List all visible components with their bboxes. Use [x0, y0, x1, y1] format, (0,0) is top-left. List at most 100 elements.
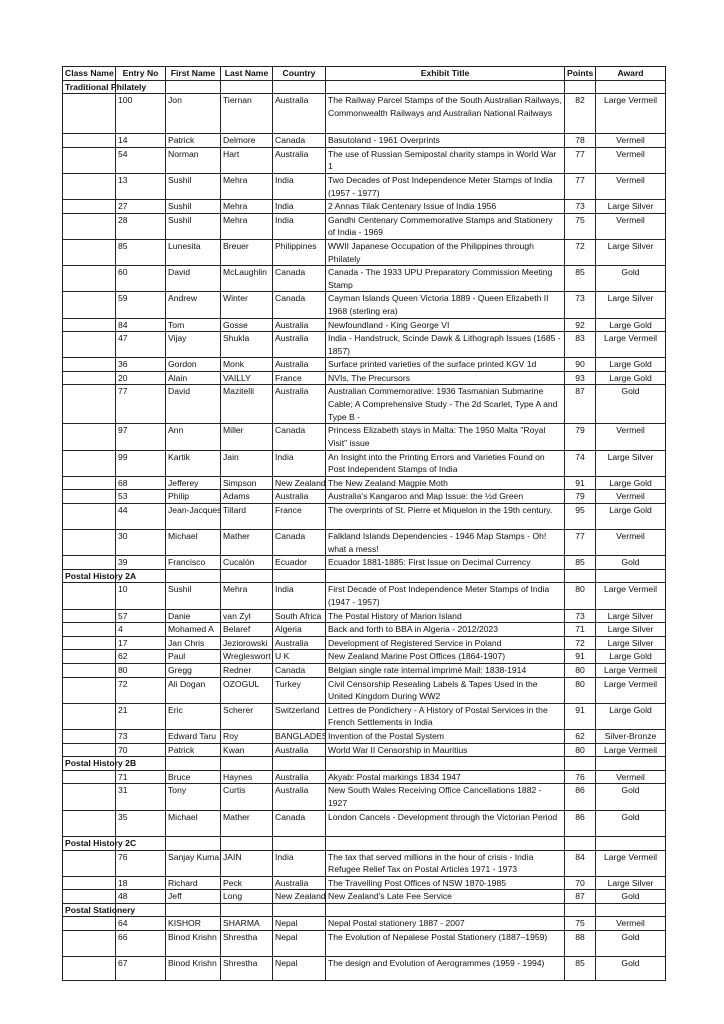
entry-no-cell: 28 — [115, 212, 166, 240]
exhibit-title-cell: New South Wales Receiving Office Cancell… — [325, 783, 565, 811]
award-cell: Vermeil — [595, 172, 666, 201]
first-name-cell: Tony — [165, 783, 221, 811]
entry-no-cell: 80 — [115, 662, 166, 678]
empty-cell — [62, 555, 116, 570]
last-name-cell: Scherer — [220, 702, 273, 730]
table-row: 28 Sushil Mehra India Gandhi Centenary Comme… — [62, 212, 666, 240]
last-name-cell: Haynes — [220, 769, 273, 785]
first-name-cell: Ali Dogan — [165, 676, 221, 704]
first-name-cell: Sushil — [165, 582, 221, 610]
points-cell: 74 — [564, 449, 596, 477]
award-cell: Gold — [595, 956, 666, 982]
last-name-cell: Winter — [220, 291, 273, 319]
empty-cell — [62, 742, 116, 758]
empty-cell — [62, 199, 116, 214]
points-cell: 78 — [564, 133, 596, 148]
entry-no-cell: 73 — [115, 728, 166, 744]
points-cell: 84 — [564, 849, 596, 877]
award-cell: Large Vermeil — [595, 93, 666, 135]
country-cell: Philippines — [272, 238, 326, 267]
section-row: Postal Stationery — [62, 902, 666, 918]
country-cell: Canada — [272, 423, 326, 451]
last-name-cell: Mather — [220, 529, 273, 557]
entry-no-cell: 20 — [115, 370, 166, 386]
exhibit-title-cell: Lettres de Pondichery - A History of Pos… — [325, 702, 565, 730]
empty-cell — [62, 728, 116, 744]
award-cell: Gold — [595, 930, 666, 958]
header-class-name: Class Name — [62, 66, 116, 81]
empty-cell — [62, 133, 116, 148]
table-row: 4 Mohamed A Belaref Algeria Back and forth t… — [62, 622, 666, 637]
award-cell: Large Gold — [595, 649, 666, 664]
exhibit-title-cell: Princess Elizabeth stays in Malta: The 1… — [325, 423, 565, 451]
entry-no-cell: 84 — [115, 317, 166, 333]
empty-cell — [62, 423, 116, 451]
entry-no-cell: 99 — [115, 449, 166, 477]
section-class-name: Traditional Philately — [62, 79, 146, 95]
award-cell: Large Gold — [595, 357, 666, 372]
award-cell: Silver-Bronze — [595, 728, 666, 744]
table-row: 13 Sushil Mehra India Two Decades of Post In… — [62, 172, 666, 201]
first-name-cell: Sushil — [165, 199, 221, 214]
award-cell: Large Gold — [595, 475, 666, 491]
entry-no-cell: 76 — [115, 849, 166, 877]
header-row: Class Name Entry No First Name Last Name… — [62, 66, 666, 81]
table-row: 70 Patrick Kwan Australia World War II Censo… — [62, 742, 666, 758]
table-row: 64 KISHOR SHARMA Nepal Nepal Postal statione… — [62, 916, 666, 932]
last-name-cell: Kwan — [220, 742, 273, 758]
header-first-name: First Name — [165, 66, 221, 81]
exhibit-title-cell: 2 Annas Tilak Centenary Issue of India 1… — [325, 199, 565, 214]
empty-cell — [325, 756, 565, 771]
country-cell: U K — [272, 649, 326, 664]
empty-cell — [220, 568, 273, 584]
first-name-cell: Binod Krishn — [165, 956, 221, 982]
country-cell: Australia — [272, 146, 326, 174]
exhibit-title-cell: Cayman Islands Queen Victoria 1889 - Que… — [325, 291, 565, 319]
table-row: 77 David Mazitelli Australia Australian Comm… — [62, 384, 666, 425]
section-row: Postal History 2A — [62, 568, 666, 584]
points-cell: 77 — [564, 146, 596, 174]
award-cell: Large Silver — [595, 875, 666, 891]
first-name-cell: Sushil — [165, 172, 221, 201]
points-cell: 77 — [564, 172, 596, 201]
exhibit-title-cell: World War II Censorship in Mauritius — [325, 742, 565, 758]
points-cell: 90 — [564, 357, 596, 372]
award-cell: Vermeil — [595, 529, 666, 557]
empty-cell — [62, 676, 116, 704]
table-row: 57 Danie van Zyl South Africa The Postal His… — [62, 608, 666, 624]
award-cell: Vermeil — [595, 133, 666, 148]
country-cell: New Zealand — [272, 475, 326, 491]
last-name-cell: Roy — [220, 728, 273, 744]
entry-no-cell: 14 — [115, 133, 166, 148]
country-cell: Algeria — [272, 622, 326, 637]
points-cell: 72 — [564, 635, 596, 651]
award-cell: Large Vermeil — [595, 582, 666, 610]
exhibit-title-cell: Canada - The 1933 UPU Preparatory Commis… — [325, 265, 565, 293]
points-cell: 80 — [564, 742, 596, 758]
country-cell: Australia — [272, 331, 326, 359]
country-cell: Canada — [272, 529, 326, 557]
first-name-cell: Lunesita — [165, 238, 221, 267]
first-name-cell: Norman — [165, 146, 221, 174]
country-cell: Australia — [272, 357, 326, 372]
first-name-cell: Vijay — [165, 331, 221, 359]
header-entry-no: Entry No — [115, 66, 166, 81]
exhibit-title-cell: New Zealand Marine Post Offices (1864-19… — [325, 649, 565, 664]
empty-cell — [595, 79, 666, 95]
exhibit-title-cell: The Railway Parcel Stamps of the South A… — [325, 93, 565, 135]
empty-cell — [272, 568, 326, 584]
exhibit-title-cell: Invention of the Postal System — [325, 728, 565, 744]
first-name-cell: Danie — [165, 608, 221, 624]
points-cell: 73 — [564, 291, 596, 319]
exhibit-title-cell: An Insight into the Printing Errors and … — [325, 449, 565, 477]
entry-no-cell: 18 — [115, 875, 166, 891]
country-cell: South Africa — [272, 608, 326, 624]
last-name-cell: Jeziorowski — [220, 635, 273, 651]
empty-cell — [62, 635, 116, 651]
last-name-cell: Shukla — [220, 331, 273, 359]
results-table: Class Name Entry No First Name Last Name… — [62, 66, 666, 982]
points-cell: 70 — [564, 875, 596, 891]
section-class-name: Postal Stationery — [62, 902, 135, 918]
award-cell: Vermeil — [595, 916, 666, 932]
exhibit-title-cell: The use of Russian Semipostal charity st… — [325, 146, 565, 174]
